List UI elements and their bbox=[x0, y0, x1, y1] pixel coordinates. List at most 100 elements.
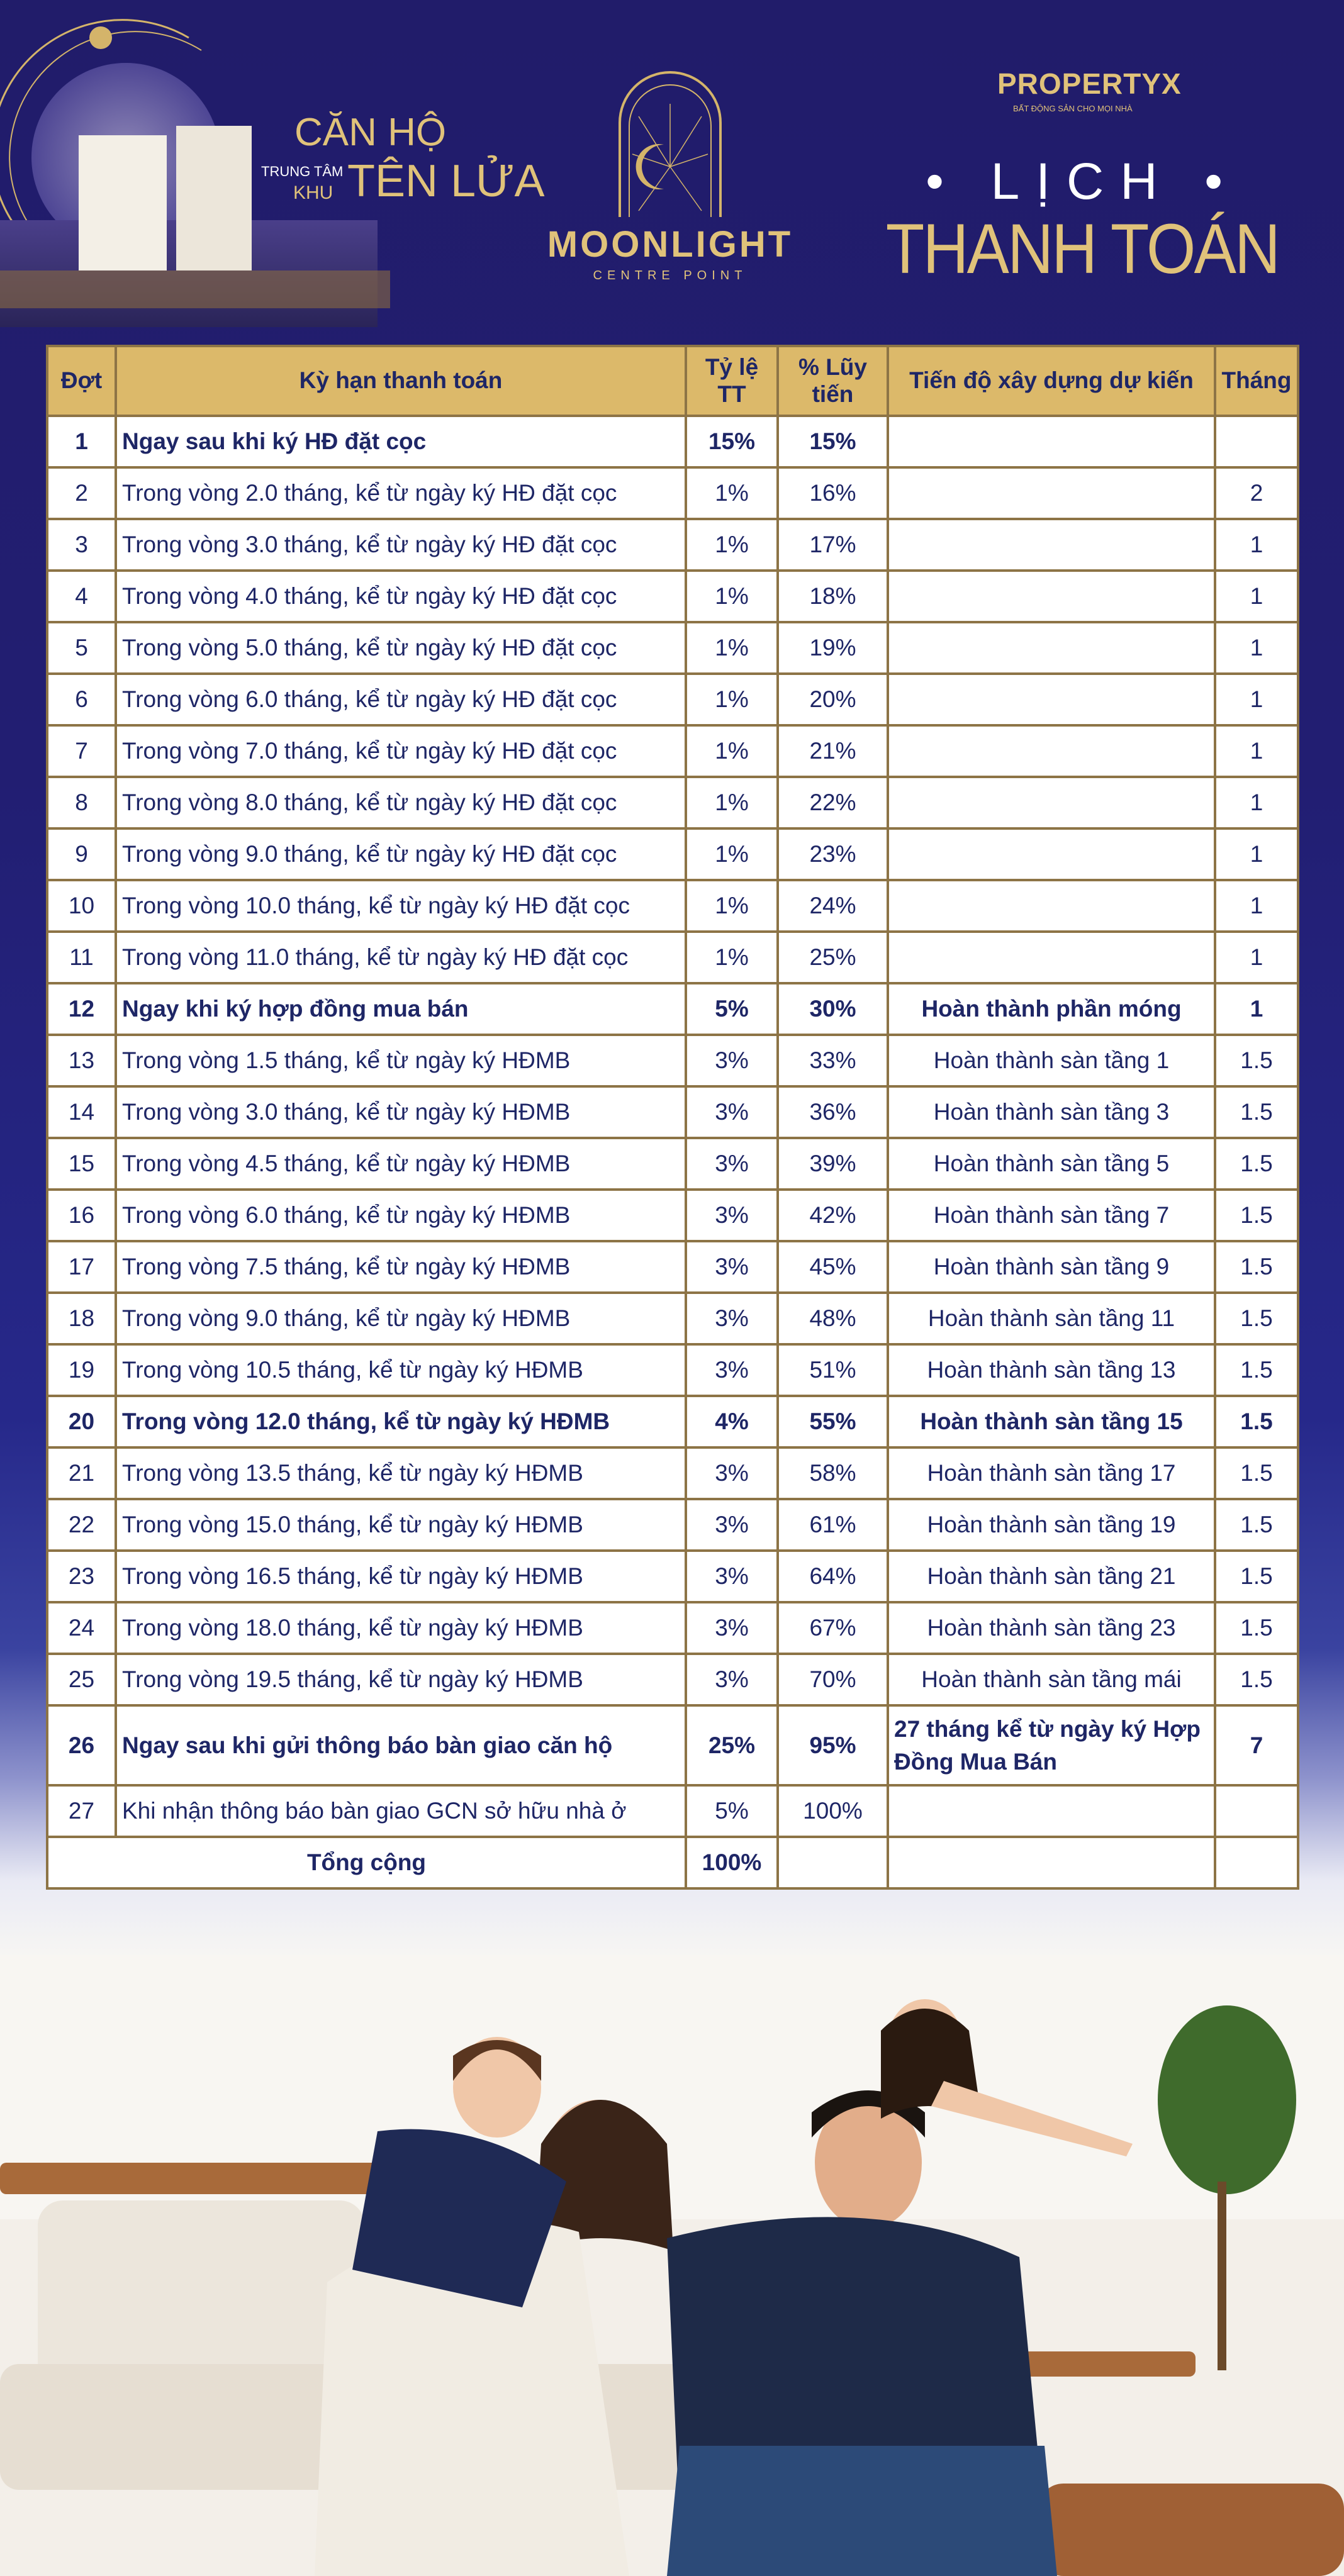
table-row: 9 Trong vòng 9.0 tháng, kể từ ngày ký HĐ … bbox=[46, 827, 1299, 881]
payment-rate: 3% bbox=[685, 1549, 779, 1603]
months: 1 bbox=[1214, 672, 1299, 727]
payment-term: Trong vòng 11.0 tháng, kể từ ngày ký HĐ … bbox=[115, 930, 687, 984]
payment-term: Trong vòng 1.5 tháng, kể từ ngày ký HĐMB bbox=[115, 1034, 687, 1088]
construction-progress bbox=[887, 621, 1216, 675]
cumulative-rate: 48% bbox=[776, 1291, 889, 1346]
table-row: 24 Trong vòng 18.0 tháng, kể từ ngày ký H… bbox=[46, 1601, 1299, 1655]
months: 1 bbox=[1214, 827, 1299, 881]
header-thang: Tháng bbox=[1214, 345, 1299, 417]
months bbox=[1214, 1784, 1299, 1838]
table-row: 25 Trong vòng 19.5 tháng, kể từ ngày ký H… bbox=[46, 1653, 1299, 1707]
cumulative-rate: 58% bbox=[776, 1446, 889, 1500]
row-number: 11 bbox=[46, 930, 117, 984]
tagline-ten-lua: TÊN LỬA bbox=[347, 156, 545, 206]
payment-rate: 3% bbox=[685, 1240, 779, 1294]
payment-term: Ngay sau khi ký HĐ đặt cọc bbox=[115, 415, 687, 469]
empty-cell bbox=[887, 1836, 1216, 1890]
payment-term: Trong vòng 4.5 tháng, kể từ ngày ký HĐMB bbox=[115, 1137, 687, 1191]
tagline-can-ho: CĂN HỘ bbox=[294, 111, 447, 154]
cumulative-rate: 22% bbox=[776, 776, 889, 830]
table-row: 20 Trong vòng 12.0 tháng, kể từ ngày ký H… bbox=[46, 1395, 1299, 1449]
payment-rate: 5% bbox=[685, 982, 779, 1036]
payment-term: Trong vòng 3.0 tháng, kể từ ngày ký HĐMB bbox=[115, 1085, 687, 1139]
cumulative-rate: 36% bbox=[776, 1085, 889, 1139]
months: 1 bbox=[1214, 776, 1299, 830]
row-number: 26 bbox=[46, 1704, 117, 1787]
payment-term: Trong vòng 9.0 tháng, kể từ ngày ký HĐMB bbox=[115, 1291, 687, 1346]
moonlight-logo-text: MOONLIGHT bbox=[547, 224, 793, 265]
table-row: 13 Trong vòng 1.5 tháng, kể từ ngày ký HĐ… bbox=[46, 1034, 1299, 1088]
construction-progress bbox=[887, 1784, 1216, 1838]
payment-rate: 1% bbox=[685, 672, 779, 727]
hero-building-illustration bbox=[0, 19, 390, 327]
row-number: 6 bbox=[46, 672, 117, 727]
empty-cell bbox=[1214, 1836, 1299, 1890]
payment-term: Trong vòng 8.0 tháng, kể từ ngày ký HĐ đ… bbox=[115, 776, 687, 830]
construction-progress: Hoàn thành sàn tầng 19 bbox=[887, 1498, 1216, 1552]
table-row: 6 Trong vòng 6.0 tháng, kể từ ngày ký HĐ … bbox=[46, 672, 1299, 727]
table-row: 3 Trong vòng 3.0 tháng, kể từ ngày ký HĐ … bbox=[46, 518, 1299, 572]
payment-rate: 3% bbox=[685, 1653, 779, 1707]
table-row: 26 Ngay sau khi gửi thông báo bàn giao că… bbox=[46, 1704, 1299, 1787]
row-number: 27 bbox=[46, 1784, 117, 1838]
row-number: 16 bbox=[46, 1188, 117, 1242]
payment-rate: 1% bbox=[685, 879, 779, 933]
row-number: 13 bbox=[46, 1034, 117, 1088]
cumulative-rate: 21% bbox=[776, 724, 889, 778]
row-number: 20 bbox=[46, 1395, 117, 1449]
months: 1.5 bbox=[1214, 1549, 1299, 1603]
months: 1.5 bbox=[1214, 1137, 1299, 1191]
row-number: 17 bbox=[46, 1240, 117, 1294]
construction-progress bbox=[887, 827, 1216, 881]
payment-rate: 3% bbox=[685, 1137, 779, 1191]
months: 1 bbox=[1214, 879, 1299, 933]
header-tien-do: Tiến độ xây dựng dự kiến bbox=[887, 345, 1216, 417]
payment-rate: 25% bbox=[685, 1704, 779, 1787]
row-number: 3 bbox=[46, 518, 117, 572]
row-number: 22 bbox=[46, 1498, 117, 1552]
cumulative-rate: 15% bbox=[776, 415, 889, 469]
construction-progress: Hoàn thành sàn tầng 9 bbox=[887, 1240, 1216, 1294]
months: 7 bbox=[1214, 1704, 1299, 1787]
cumulative-rate: 20% bbox=[776, 672, 889, 727]
months: 1.5 bbox=[1214, 1343, 1299, 1397]
months bbox=[1214, 415, 1299, 469]
construction-progress: Hoàn thành sàn tầng 1 bbox=[887, 1034, 1216, 1088]
table-row: 7 Trong vòng 7.0 tháng, kể từ ngày ký HĐ … bbox=[46, 724, 1299, 778]
payment-term: Trong vòng 9.0 tháng, kể từ ngày ký HĐ đ… bbox=[115, 827, 687, 881]
table-row: 5 Trong vòng 5.0 tháng, kể từ ngày ký HĐ … bbox=[46, 621, 1299, 675]
row-number: 18 bbox=[46, 1291, 117, 1346]
row-number: 10 bbox=[46, 879, 117, 933]
table-row: 23 Trong vòng 16.5 tháng, kể từ ngày ký H… bbox=[46, 1549, 1299, 1603]
construction-progress: Hoàn thành sàn tầng 21 bbox=[887, 1549, 1216, 1603]
months: 1 bbox=[1214, 621, 1299, 675]
table-row: 11 Trong vòng 11.0 tháng, kể từ ngày ký H… bbox=[46, 930, 1299, 984]
months: 1.5 bbox=[1214, 1188, 1299, 1242]
construction-progress: Hoàn thành sàn tầng 15 bbox=[887, 1395, 1216, 1449]
cumulative-rate: 16% bbox=[776, 466, 889, 520]
payment-term: Trong vòng 5.0 tháng, kể từ ngày ký HĐ đ… bbox=[115, 621, 687, 675]
months: 1 bbox=[1214, 930, 1299, 984]
payment-rate: 3% bbox=[685, 1601, 779, 1655]
payment-term: Trong vòng 10.0 tháng, kể từ ngày ký HĐ … bbox=[115, 879, 687, 933]
construction-progress: Hoàn thành sàn tầng 5 bbox=[887, 1137, 1216, 1191]
payment-rate: 1% bbox=[685, 930, 779, 984]
cumulative-rate: 70% bbox=[776, 1653, 889, 1707]
months: 1.5 bbox=[1214, 1498, 1299, 1552]
months: 1.5 bbox=[1214, 1034, 1299, 1088]
months: 1 bbox=[1214, 569, 1299, 623]
table-row: 12 Ngay khi ký hợp đồng mua bán 5% 30% Hoàn … bbox=[46, 982, 1299, 1036]
row-number: 19 bbox=[46, 1343, 117, 1397]
family-living-room-photo bbox=[0, 1955, 1344, 2576]
cumulative-rate: 61% bbox=[776, 1498, 889, 1552]
table-row: 19 Trong vòng 10.5 tháng, kể từ ngày ký H… bbox=[46, 1343, 1299, 1397]
payment-rate: 1% bbox=[685, 466, 779, 520]
row-number: 4 bbox=[46, 569, 117, 623]
cumulative-rate: 67% bbox=[776, 1601, 889, 1655]
payment-rate: 3% bbox=[685, 1291, 779, 1346]
table-row: 2 Trong vòng 2.0 tháng, kể từ ngày ký HĐ … bbox=[46, 466, 1299, 520]
payment-term: Trong vòng 12.0 tháng, kể từ ngày ký HĐM… bbox=[115, 1395, 687, 1449]
table-header-row: Đợt Kỳ hạn thanh toán Tỷ lệ TT % Lũy tiế… bbox=[46, 345, 1299, 417]
row-number: 23 bbox=[46, 1549, 117, 1603]
propertyx-tagline: BẤT ĐỘNG SẢN CHO MỌI NHÀ bbox=[1013, 104, 1133, 113]
